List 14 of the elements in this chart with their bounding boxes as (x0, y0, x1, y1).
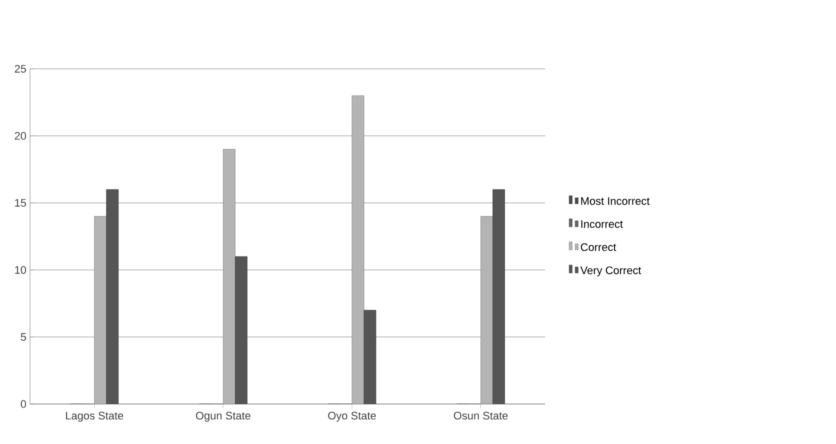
y-tick-label: 10 (15, 266, 26, 274)
x-tick-label: Ogun State (196, 412, 250, 422)
x-tick-label: Osun State (454, 412, 508, 420)
y-tick-label: 15 (15, 199, 26, 207)
legend-label: Correct (580, 243, 616, 252)
y-tick-label: 20 (14, 132, 26, 140)
y-tick-label: 25 (14, 64, 26, 73)
x-tick-label: Oyo State (328, 412, 376, 422)
legend-label: Most Incorrect (581, 197, 650, 205)
x-tick-label: Lagos State (66, 412, 124, 422)
legend-label: Incorrect (581, 220, 623, 228)
y-tick-label: 0 (20, 400, 26, 408)
y-tick-label: 5 (20, 333, 26, 341)
legend-label: Very Correct (580, 266, 642, 276)
